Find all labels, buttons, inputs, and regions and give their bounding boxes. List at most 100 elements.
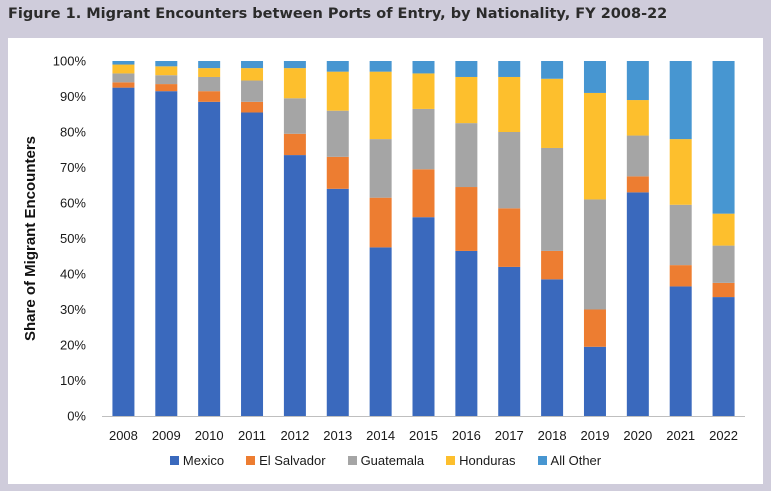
bar-segment-mexico — [198, 101, 221, 416]
chart-legend: Mexico El Salvador Guatemala Honduras All Ot… — [0, 453, 771, 468]
bar-segment-all-other — [626, 61, 649, 101]
bar-segment-mexico — [283, 155, 306, 416]
bar-segment-el-salvador — [369, 197, 392, 248]
bar-segment-guatemala — [626, 135, 649, 177]
bar-segment-honduras — [198, 68, 221, 77]
y-tick-label: 50% — [60, 231, 86, 246]
bar-segment-all-other — [669, 61, 692, 140]
bar-segment-all-other — [369, 61, 392, 72]
x-tick-label: 2017 — [495, 428, 524, 443]
legend-label: Guatemala — [360, 453, 425, 468]
legend-item: All Other — [537, 453, 601, 468]
bar-segment-guatemala — [712, 245, 735, 283]
legend-label: Honduras — [459, 453, 516, 468]
bar-segment-mexico — [155, 91, 178, 417]
bar-segment-all-other — [541, 61, 564, 79]
bar-segment-el-salvador — [198, 91, 221, 102]
y-axis-title: Share of Migrant Encounters — [22, 136, 39, 341]
bar-segment-guatemala — [112, 73, 135, 83]
legend-swatch — [537, 456, 547, 465]
bar-segment-mexico — [626, 192, 649, 416]
legend-swatch — [446, 456, 456, 465]
bar-segment-guatemala — [241, 80, 264, 102]
bar-segment-mexico — [583, 346, 606, 416]
bar-segment-el-salvador — [669, 265, 692, 287]
bar-segment-honduras — [541, 78, 564, 148]
bar-segment-mexico — [369, 247, 392, 416]
bar-segment-honduras — [669, 139, 692, 205]
bar-segment-guatemala — [155, 75, 178, 85]
bar-segment-honduras — [326, 71, 349, 111]
legend-swatch — [347, 456, 357, 465]
bar-segment-el-salvador — [326, 156, 349, 189]
x-tick-label: 2022 — [709, 428, 738, 443]
bar-segment-honduras — [498, 76, 521, 132]
bar-segment-all-other — [498, 61, 521, 77]
x-tick-label: 2009 — [152, 428, 181, 443]
y-tick-label: 40% — [60, 267, 86, 282]
bar-segment-el-salvador — [155, 84, 178, 92]
bar-segment-all-other — [155, 61, 178, 67]
y-tick-label: 60% — [60, 196, 86, 211]
bar-segment-el-salvador — [412, 169, 435, 218]
legend-item: Mexico — [169, 453, 225, 468]
bar-segment-all-other — [455, 61, 478, 77]
bar-segment-guatemala — [412, 108, 435, 170]
bar-segment-el-salvador — [498, 208, 521, 267]
y-tick-label: 100% — [53, 54, 87, 69]
legend-label: El Salvador — [259, 453, 326, 468]
bar-segment-all-other — [326, 61, 349, 72]
bar-segment-mexico — [669, 286, 692, 416]
bar-segment-mexico — [541, 279, 564, 416]
bar-segment-el-salvador — [583, 309, 606, 347]
bar-segment-el-salvador — [626, 176, 649, 193]
bar-segment-honduras — [583, 92, 606, 200]
legend-item: Guatemala — [347, 453, 425, 468]
bar-segment-guatemala — [369, 139, 392, 198]
bar-segment-honduras — [626, 100, 649, 136]
bar-segment-el-salvador — [712, 282, 735, 298]
bar-segment-honduras — [369, 71, 392, 140]
bar-segment-guatemala — [283, 98, 306, 134]
bar-segment-honduras — [155, 66, 178, 76]
bar-segment-mexico — [112, 87, 135, 416]
x-tick-label: 2015 — [409, 428, 438, 443]
bar-segment-mexico — [241, 112, 264, 416]
bar-segment-mexico — [712, 297, 735, 416]
bar-segment-guatemala — [455, 123, 478, 188]
y-tick-label: 90% — [60, 89, 86, 104]
bar-segment-honduras — [112, 64, 135, 74]
x-tick-label: 2020 — [623, 428, 652, 443]
x-tick-label: 2016 — [452, 428, 481, 443]
bar-segment-el-salvador — [241, 101, 264, 113]
bar-segment-all-other — [241, 61, 264, 69]
bar-segment-el-salvador — [541, 250, 564, 280]
x-tick-label: 2014 — [366, 428, 395, 443]
bar-segment-mexico — [498, 266, 521, 416]
bar-segment-mexico — [326, 188, 349, 416]
bar-segment-el-salvador — [283, 133, 306, 156]
bar-segment-mexico — [412, 217, 435, 416]
legend-label: Mexico — [182, 453, 225, 468]
y-tick-label: 20% — [60, 338, 86, 353]
figure-title: Figure 1. Migrant Encounters between Por… — [8, 6, 668, 22]
x-tick-label: 2008 — [109, 428, 138, 443]
x-tick-label: 2012 — [280, 428, 309, 443]
bar-segment-guatemala — [541, 147, 564, 251]
bar-segment-el-salvador — [455, 187, 478, 251]
bar-segment-honduras — [712, 213, 735, 246]
bar-segment-guatemala — [198, 76, 221, 92]
bar-segment-honduras — [241, 68, 264, 81]
legend-swatch — [169, 456, 179, 465]
bar-segment-guatemala — [669, 204, 692, 266]
x-tick-label: 2011 — [238, 428, 266, 443]
x-tick-label: 2018 — [538, 428, 567, 443]
y-tick-label: 10% — [60, 373, 86, 388]
y-tick-label: 0% — [67, 409, 86, 424]
x-tick-label: 2021 — [666, 428, 695, 443]
legend-swatch — [246, 456, 256, 465]
bar-segment-all-other — [583, 61, 606, 93]
x-tick-label: 2013 — [323, 428, 352, 443]
bar-segment-honduras — [283, 68, 306, 99]
